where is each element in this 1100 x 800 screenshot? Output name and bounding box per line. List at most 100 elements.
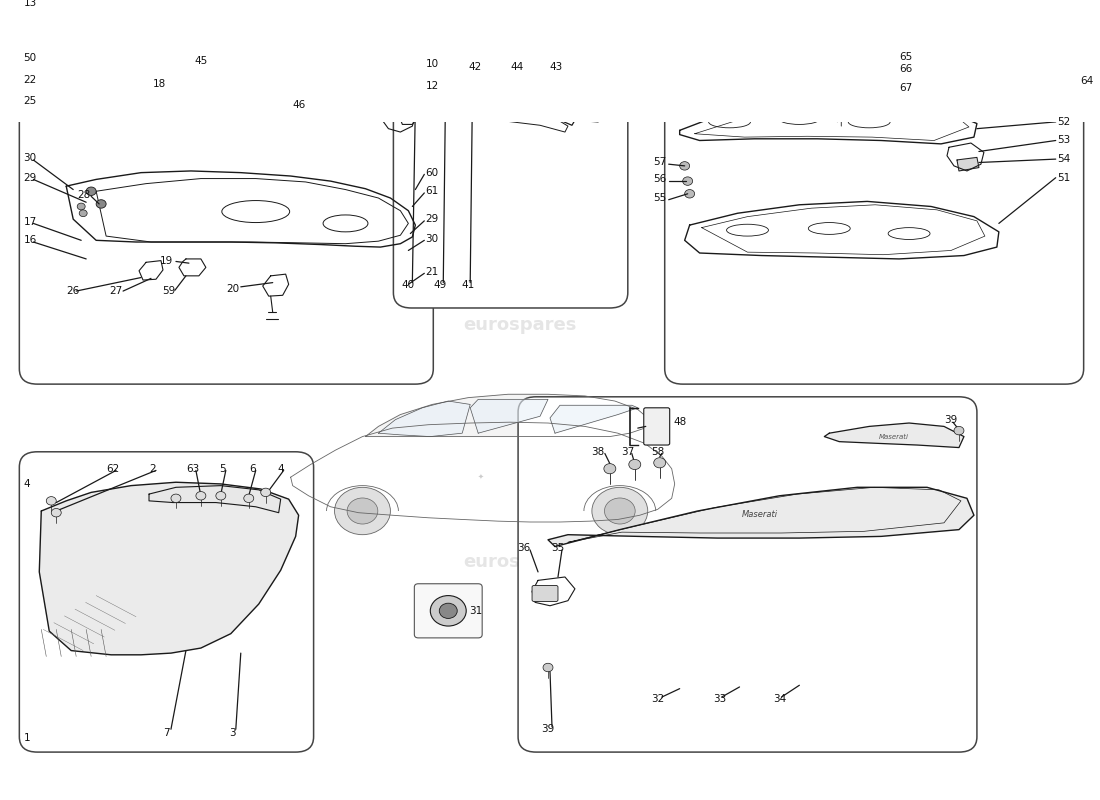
Text: 13: 13	[23, 0, 36, 9]
Text: 54: 54	[1057, 154, 1070, 164]
Text: 41: 41	[462, 280, 475, 290]
Text: 22: 22	[23, 74, 36, 85]
Text: 62: 62	[107, 464, 120, 474]
Circle shape	[605, 498, 635, 524]
Circle shape	[196, 491, 206, 500]
Text: 28: 28	[77, 190, 90, 200]
Text: 19: 19	[160, 257, 173, 266]
Text: 30: 30	[426, 234, 439, 244]
Text: 33: 33	[713, 694, 726, 704]
Polygon shape	[148, 486, 280, 513]
Polygon shape	[824, 423, 964, 447]
Text: 30: 30	[23, 154, 36, 163]
Text: ✦: ✦	[477, 474, 483, 480]
Text: 36: 36	[517, 543, 530, 554]
FancyBboxPatch shape	[532, 586, 558, 602]
Circle shape	[86, 187, 96, 195]
Text: 4: 4	[277, 464, 284, 474]
FancyBboxPatch shape	[644, 408, 670, 445]
Polygon shape	[548, 487, 974, 546]
Text: Maserati: Maserati	[879, 434, 909, 439]
Circle shape	[543, 663, 553, 672]
Text: 34: 34	[773, 694, 786, 704]
FancyBboxPatch shape	[518, 397, 977, 752]
Text: 61: 61	[426, 186, 439, 196]
FancyBboxPatch shape	[20, 0, 433, 384]
Ellipse shape	[69, 76, 117, 108]
FancyBboxPatch shape	[20, 452, 313, 752]
Circle shape	[684, 190, 694, 198]
Text: eurospares: eurospares	[124, 172, 238, 190]
Circle shape	[79, 210, 87, 217]
Text: 7: 7	[163, 728, 169, 738]
Circle shape	[216, 491, 225, 500]
Text: 27: 27	[110, 286, 123, 296]
Text: 58: 58	[651, 446, 664, 457]
Text: 64: 64	[1080, 76, 1093, 86]
Text: 55: 55	[653, 193, 667, 203]
Circle shape	[439, 603, 458, 618]
Text: 42: 42	[469, 62, 482, 72]
Circle shape	[629, 459, 641, 470]
Text: 52: 52	[1057, 117, 1070, 127]
Text: 49: 49	[433, 280, 447, 290]
Text: 57: 57	[653, 158, 667, 167]
Circle shape	[592, 487, 648, 534]
Circle shape	[653, 458, 666, 468]
Circle shape	[334, 487, 390, 534]
Text: 66: 66	[899, 65, 912, 74]
Circle shape	[683, 177, 693, 186]
Text: 21: 21	[426, 266, 439, 277]
Text: eurospares: eurospares	[463, 316, 576, 334]
Text: 56: 56	[653, 174, 667, 185]
Text: 29: 29	[23, 173, 36, 182]
Text: 32: 32	[651, 694, 664, 704]
Text: 37: 37	[621, 446, 635, 457]
Text: 17: 17	[23, 217, 36, 226]
Text: 25: 25	[23, 96, 36, 106]
Text: eurospares: eurospares	[463, 553, 576, 570]
Text: 65: 65	[899, 52, 912, 62]
Text: 29: 29	[426, 214, 439, 224]
Text: 48: 48	[673, 417, 686, 427]
Circle shape	[348, 498, 377, 524]
Polygon shape	[365, 394, 650, 437]
Text: 39: 39	[541, 724, 554, 734]
Polygon shape	[40, 482, 298, 655]
Circle shape	[244, 494, 254, 502]
Text: 39: 39	[945, 414, 958, 425]
Text: 60: 60	[426, 168, 439, 178]
Text: 50: 50	[23, 54, 36, 63]
Text: 43: 43	[549, 62, 562, 72]
Text: 53: 53	[1057, 135, 1070, 146]
Polygon shape	[550, 406, 638, 433]
Polygon shape	[378, 401, 470, 437]
Circle shape	[52, 509, 62, 517]
Circle shape	[604, 464, 616, 474]
Text: 45: 45	[195, 56, 208, 66]
Circle shape	[77, 203, 85, 210]
Circle shape	[170, 494, 180, 502]
Text: 26: 26	[66, 286, 79, 296]
Polygon shape	[470, 399, 548, 433]
Text: 5: 5	[220, 464, 227, 474]
Text: 44: 44	[510, 62, 524, 72]
Text: Maserati: Maserati	[741, 510, 778, 519]
Circle shape	[261, 488, 271, 497]
Circle shape	[430, 595, 466, 626]
Circle shape	[96, 200, 106, 208]
Text: eurospares: eurospares	[693, 214, 806, 232]
Circle shape	[680, 162, 690, 170]
FancyBboxPatch shape	[664, 54, 1084, 384]
Text: 35: 35	[551, 543, 564, 554]
Circle shape	[46, 497, 56, 505]
FancyBboxPatch shape	[394, 62, 628, 308]
Text: 16: 16	[23, 235, 36, 246]
Text: 20: 20	[227, 283, 240, 294]
Text: 12: 12	[426, 82, 439, 91]
Text: 4: 4	[23, 479, 30, 489]
Text: 1: 1	[23, 733, 30, 742]
Text: 18: 18	[153, 79, 166, 89]
Text: 2: 2	[150, 464, 156, 474]
FancyBboxPatch shape	[415, 584, 482, 638]
